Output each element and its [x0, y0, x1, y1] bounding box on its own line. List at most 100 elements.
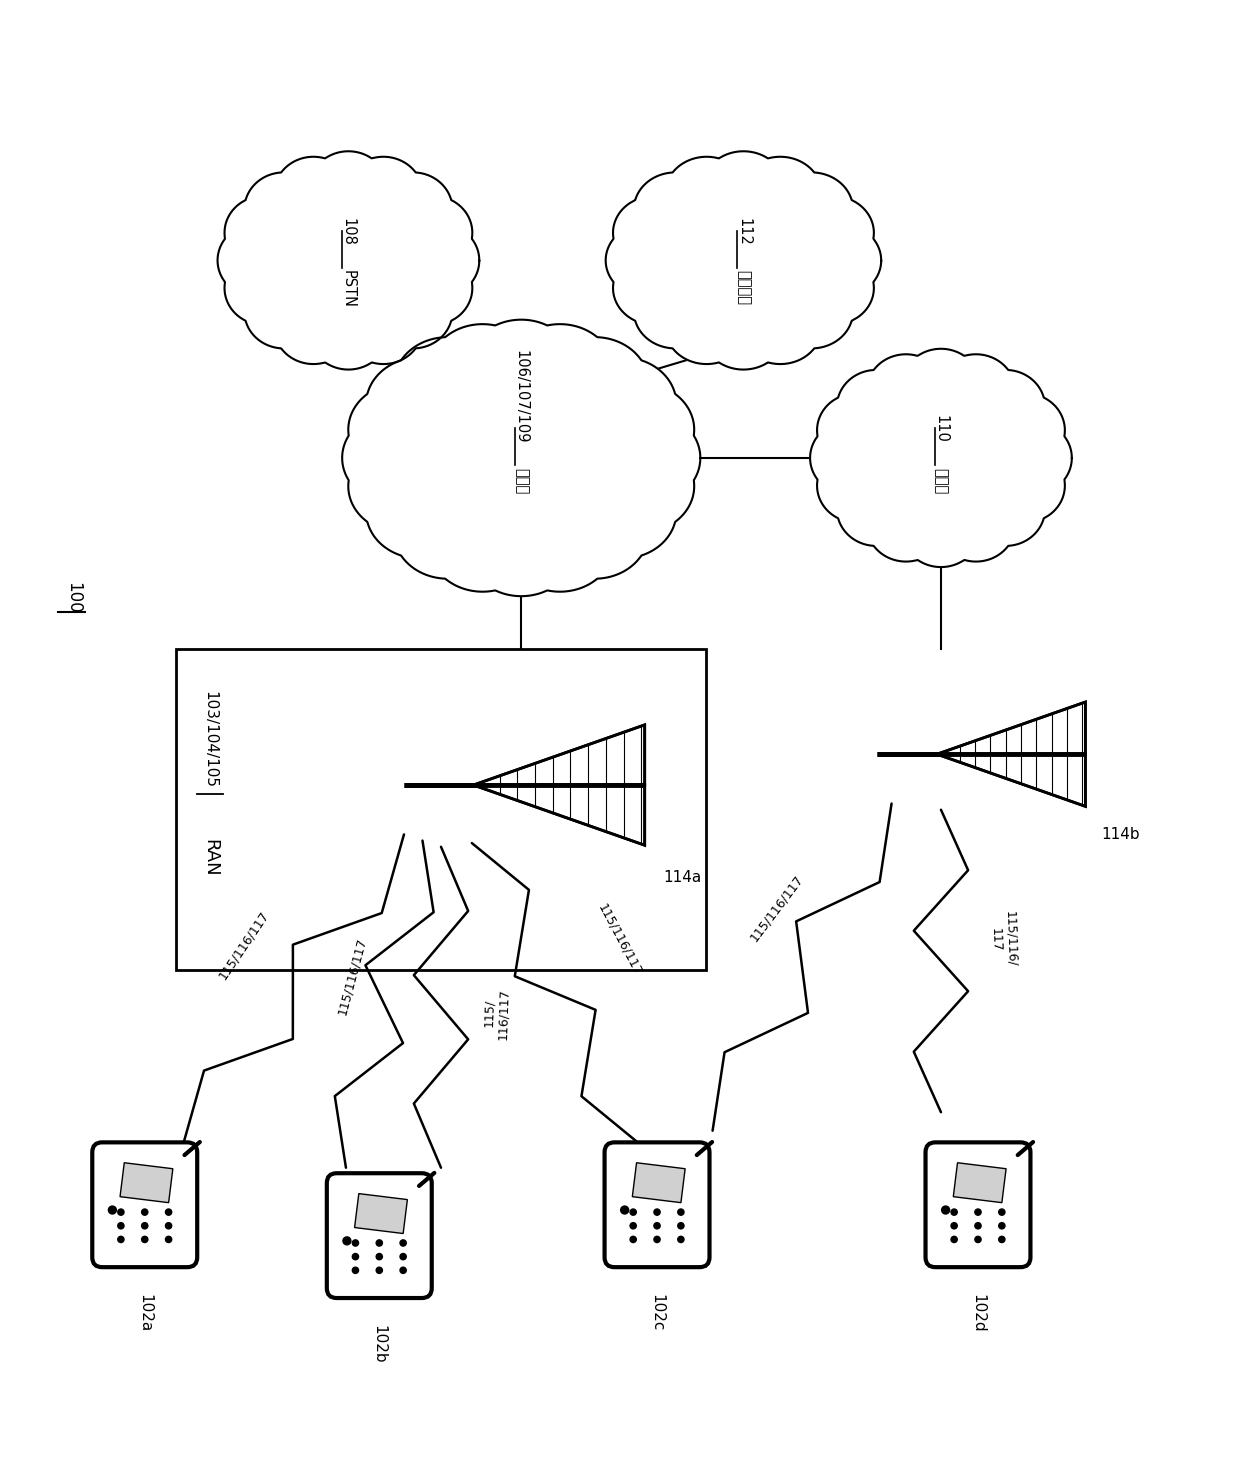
Ellipse shape — [373, 172, 453, 247]
Circle shape — [401, 1240, 407, 1246]
Polygon shape — [120, 1163, 172, 1202]
Polygon shape — [810, 349, 1071, 568]
Circle shape — [951, 1223, 957, 1228]
Text: 114b: 114b — [1101, 827, 1140, 842]
Circle shape — [998, 1223, 1004, 1228]
Ellipse shape — [791, 196, 874, 270]
FancyBboxPatch shape — [92, 1142, 197, 1268]
Ellipse shape — [274, 290, 353, 365]
Ellipse shape — [613, 196, 696, 270]
Text: 100: 100 — [64, 582, 83, 613]
Circle shape — [343, 1237, 351, 1245]
Circle shape — [352, 1268, 358, 1274]
Ellipse shape — [739, 290, 822, 365]
Ellipse shape — [634, 172, 717, 247]
Text: 102a: 102a — [138, 1294, 153, 1332]
Circle shape — [630, 1223, 636, 1228]
Circle shape — [678, 1236, 684, 1243]
FancyBboxPatch shape — [327, 1173, 432, 1299]
Ellipse shape — [605, 223, 688, 298]
Ellipse shape — [569, 357, 677, 451]
Ellipse shape — [702, 296, 785, 369]
Circle shape — [678, 1210, 684, 1215]
Ellipse shape — [393, 196, 472, 270]
Text: 112: 112 — [737, 217, 751, 245]
Ellipse shape — [348, 382, 456, 477]
Ellipse shape — [244, 172, 324, 247]
Circle shape — [165, 1236, 171, 1243]
Ellipse shape — [541, 337, 649, 430]
Ellipse shape — [587, 382, 694, 477]
Text: PSTN: PSTN — [341, 270, 356, 308]
Circle shape — [352, 1253, 358, 1259]
Ellipse shape — [844, 382, 1038, 534]
Ellipse shape — [936, 487, 1016, 562]
Ellipse shape — [665, 156, 748, 231]
Ellipse shape — [810, 422, 889, 495]
Ellipse shape — [593, 411, 701, 505]
Text: 102c: 102c — [650, 1294, 665, 1331]
Ellipse shape — [541, 486, 649, 579]
Circle shape — [941, 1207, 950, 1214]
Polygon shape — [217, 152, 480, 369]
Ellipse shape — [587, 439, 694, 533]
Ellipse shape — [993, 422, 1071, 495]
Ellipse shape — [343, 156, 423, 231]
Circle shape — [975, 1210, 981, 1215]
Text: 其他网络: 其他网络 — [737, 270, 751, 305]
Circle shape — [141, 1236, 148, 1243]
Circle shape — [376, 1268, 382, 1274]
Text: 103/104/105: 103/104/105 — [202, 690, 218, 788]
Circle shape — [975, 1236, 981, 1243]
Circle shape — [653, 1236, 660, 1243]
Ellipse shape — [393, 251, 472, 325]
Ellipse shape — [343, 290, 423, 365]
Circle shape — [376, 1240, 382, 1246]
Ellipse shape — [389, 362, 653, 554]
Circle shape — [165, 1210, 171, 1215]
Text: 115/116/
117: 115/116/ 117 — [988, 910, 1018, 967]
Text: 106/107/109: 106/107/109 — [513, 350, 528, 444]
Text: 115/116/117: 115/116/117 — [216, 909, 272, 982]
Polygon shape — [937, 702, 1085, 754]
Circle shape — [975, 1223, 981, 1228]
Circle shape — [376, 1253, 382, 1259]
Ellipse shape — [309, 152, 388, 225]
Circle shape — [678, 1223, 684, 1228]
Ellipse shape — [867, 355, 945, 427]
Text: 115/116/117: 115/116/117 — [595, 902, 645, 978]
Ellipse shape — [429, 324, 537, 417]
Polygon shape — [355, 1193, 408, 1233]
Text: 102d: 102d — [971, 1294, 986, 1332]
Ellipse shape — [244, 274, 324, 349]
Ellipse shape — [634, 274, 717, 349]
Ellipse shape — [394, 337, 502, 430]
Ellipse shape — [791, 251, 874, 325]
Circle shape — [352, 1240, 358, 1246]
Ellipse shape — [901, 493, 981, 568]
Ellipse shape — [986, 394, 1065, 467]
Ellipse shape — [224, 251, 304, 325]
Ellipse shape — [401, 223, 480, 298]
Ellipse shape — [770, 172, 853, 247]
Circle shape — [998, 1210, 1004, 1215]
Circle shape — [653, 1210, 660, 1215]
Polygon shape — [632, 1163, 686, 1202]
Ellipse shape — [966, 473, 1045, 546]
Ellipse shape — [799, 223, 882, 298]
Circle shape — [630, 1236, 636, 1243]
Ellipse shape — [867, 487, 945, 562]
Text: 114a: 114a — [663, 870, 702, 886]
Text: 108: 108 — [341, 217, 356, 245]
Ellipse shape — [366, 357, 474, 451]
Text: 115/
116/117: 115/ 116/117 — [481, 988, 511, 1040]
Ellipse shape — [817, 394, 895, 467]
Ellipse shape — [739, 156, 822, 231]
FancyBboxPatch shape — [925, 1142, 1030, 1268]
Text: 110: 110 — [934, 416, 949, 444]
Ellipse shape — [569, 465, 677, 559]
Polygon shape — [954, 1163, 1006, 1202]
Ellipse shape — [224, 196, 304, 270]
Ellipse shape — [770, 274, 853, 349]
Circle shape — [118, 1210, 124, 1215]
